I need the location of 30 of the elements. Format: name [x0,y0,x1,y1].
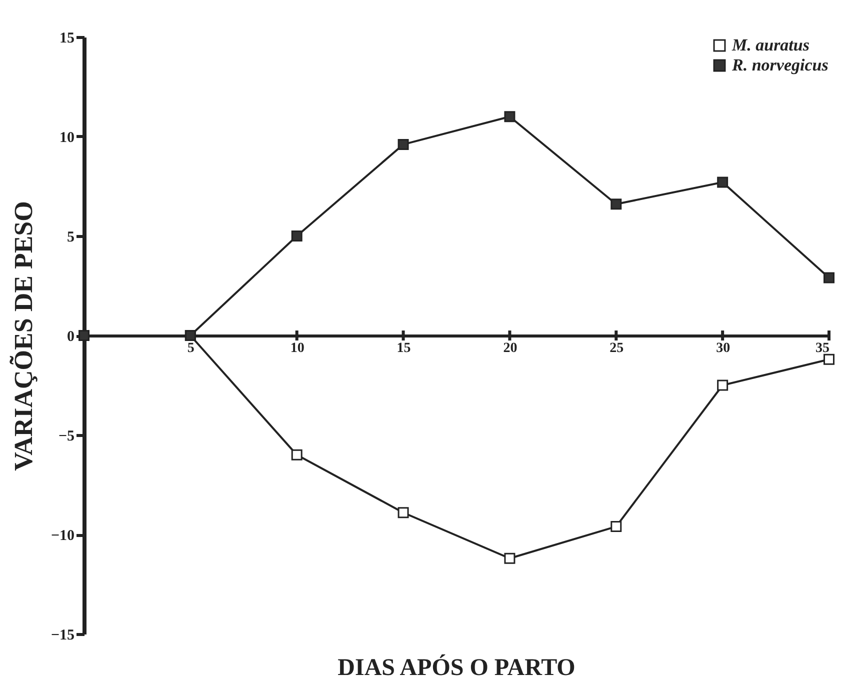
point [398,138,409,150]
y-tick-label: 0 [67,329,74,345]
x-axis-title: DIAS APÓS O PARTO [338,654,576,681]
x-tick-label: 30 [716,341,730,356]
point [504,552,516,564]
x-tick-label: 35 [816,341,830,356]
point [610,521,622,532]
point [824,272,834,284]
x-tick-label: 15 [396,341,411,356]
point [717,176,728,188]
point [291,230,302,242]
legend-label: M. auratus [731,36,810,54]
x-tick-label: 20 [503,341,518,356]
point [824,354,834,365]
point [610,198,622,210]
point [717,380,728,391]
y-tick-label: −5 [58,428,74,444]
y-tick-label: 10 [60,130,74,146]
point [504,111,516,122]
y-tick-label: −15 [50,628,74,644]
point [291,449,302,460]
y-tick-label: 15 [60,30,74,46]
y-tick-label: −10 [50,528,74,544]
x-tick-label: 10 [290,341,304,356]
legend-label: R. norvegicus [731,56,829,74]
y-tick-label: 5 [67,230,74,246]
point [398,507,409,518]
x-tick-label: 5 [187,341,194,356]
x-tick-label: 25 [610,341,624,356]
y-axis-title: VARIAÇÕES DE PESO [8,201,38,471]
